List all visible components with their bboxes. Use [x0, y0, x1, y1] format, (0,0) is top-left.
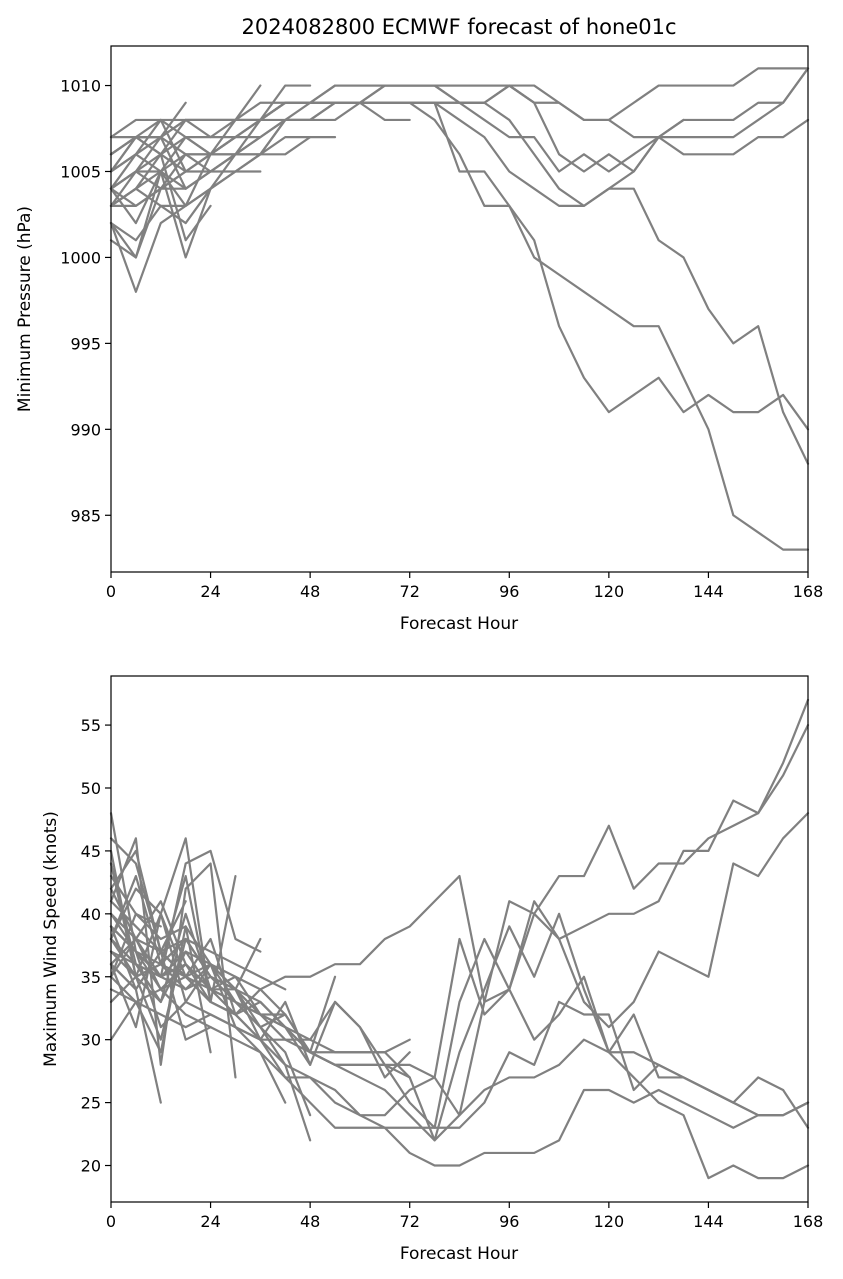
wind-series-line-7	[109, 723, 810, 1129]
pressure-y-tick-label: 1000	[60, 248, 101, 267]
wind-panel: 0 24 48 72 96 120 144 168 20 25 30 35 40 45 50 55 Fore…	[41, 675, 823, 1264]
pressure-series-line-23	[109, 118, 187, 173]
chart-title: 2024082800 ECMWF forecast of hone01c	[241, 15, 676, 39]
wind-series-line-6	[109, 925, 810, 1142]
wind-y-tick-label: 55	[81, 716, 101, 735]
wind-series-line-8	[109, 812, 810, 1117]
wind-series-line-31	[109, 912, 162, 978]
pressure-y-axis-label: Minimum Pressure (hPa)	[15, 206, 35, 412]
wind-x-tick-label: 120	[594, 1212, 625, 1231]
pressure-x-ticks: 0 24 48 72 96 120 144 168	[106, 572, 823, 601]
pressure-series-line-9	[109, 84, 536, 139]
pressure-series-line-21	[109, 187, 212, 225]
wind-x-tick-label: 48	[300, 1212, 320, 1231]
wind-series-line-16	[109, 937, 287, 1004]
wind-series-line-30	[109, 925, 162, 1104]
pressure-y-tick-label: 1005	[60, 162, 101, 181]
pressure-x-tick-label: 0	[106, 582, 116, 601]
wind-series-line-25	[109, 925, 212, 1054]
wind-series-line-22	[109, 837, 237, 1079]
pressure-series-line-24	[109, 136, 187, 190]
pressure-plot-frame	[110, 45, 809, 573]
pressure-x-axis-label: Forecast Hour	[400, 614, 518, 634]
wind-y-tick-label: 45	[81, 842, 101, 861]
wind-plot-frame	[110, 675, 809, 1203]
wind-series-line-4	[109, 950, 810, 1167]
pressure-series-line-5	[109, 67, 810, 156]
wind-series-line-2	[109, 912, 810, 1142]
pressure-series-layer	[109, 67, 810, 551]
wind-x-tick-label: 0	[106, 1212, 116, 1231]
wind-y-tick-label: 30	[81, 1031, 101, 1050]
wind-series-line-29	[109, 912, 187, 1029]
pressure-panel: 0 24 48 72 96 120 144 168 985 990 995 1000 1005 1010…	[15, 45, 823, 634]
pressure-x-tick-label: 24	[200, 582, 220, 601]
wind-series-line-18	[109, 912, 287, 1104]
wind-x-tick-label: 72	[400, 1212, 420, 1231]
wind-y-tick-label: 40	[81, 905, 101, 924]
pressure-y-tick-label: 1010	[60, 77, 101, 96]
wind-series-line-32	[109, 862, 162, 1004]
wind-x-ticks: 0 24 48 72 96 120 144 168	[106, 1202, 823, 1231]
pressure-y-tick-label: 990	[70, 420, 101, 439]
wind-y-tick-label: 35	[81, 968, 101, 987]
pressure-series-line-16	[109, 170, 262, 293]
wind-x-axis-label: Forecast Hour	[400, 1244, 518, 1264]
pressure-x-tick-label: 96	[499, 582, 519, 601]
pressure-y-tick-label: 995	[70, 334, 101, 353]
wind-x-tick-label: 144	[693, 1212, 724, 1231]
wind-series-layer	[109, 698, 810, 1180]
wind-series-line-28	[109, 849, 187, 953]
pressure-series-line-4	[109, 84, 810, 465]
wind-y-axis-label: Maximum Wind Speed (knots)	[41, 811, 61, 1067]
pressure-series-line-13	[109, 118, 312, 173]
wind-x-tick-label: 24	[200, 1212, 220, 1231]
wind-series-line-23	[109, 837, 237, 1004]
wind-y-tick-label: 25	[81, 1094, 101, 1113]
wind-x-tick-label: 96	[499, 1212, 519, 1231]
wind-series-line-27	[109, 874, 212, 1004]
pressure-x-tick-label: 120	[594, 582, 625, 601]
pressure-x-tick-label: 144	[693, 582, 724, 601]
pressure-x-tick-label: 168	[793, 582, 824, 601]
pressure-x-tick-label: 48	[300, 582, 320, 601]
pressure-x-tick-label: 72	[400, 582, 420, 601]
pressure-y-ticks: 985 990 995 1000 1005 1010	[60, 77, 111, 525]
wind-series-line-21	[109, 912, 262, 1041]
wind-y-tick-label: 50	[81, 779, 101, 798]
wind-series-line-14	[109, 849, 312, 1117]
pressure-y-tick-label: 985	[70, 506, 101, 525]
wind-y-ticks: 20 25 30 35 40 45 50 55	[81, 716, 111, 1176]
wind-series-line-20	[109, 812, 262, 978]
wind-y-tick-label: 20	[81, 1157, 101, 1176]
wind-x-tick-label: 168	[793, 1212, 824, 1231]
